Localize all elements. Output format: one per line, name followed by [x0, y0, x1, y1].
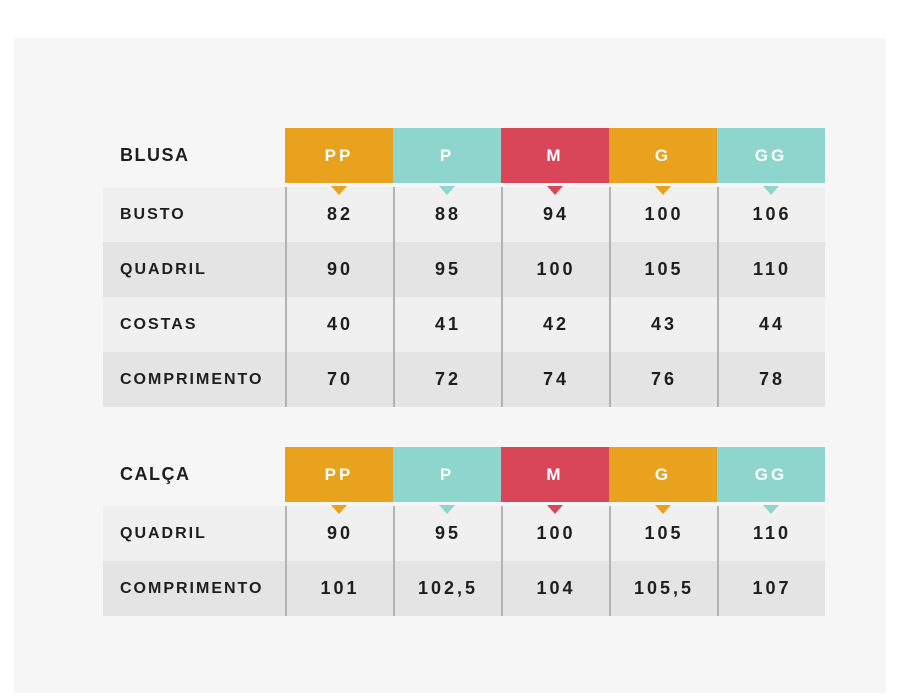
cell-value: 90 [285, 242, 393, 297]
cell-value: 88 [393, 187, 501, 242]
cell-value: 41 [393, 297, 501, 352]
cell-value: 106 [717, 187, 825, 242]
size-header-p-label: P [439, 464, 455, 484]
pointer-down-icon [763, 186, 779, 195]
cell-value: 95 [393, 242, 501, 297]
table-row-comprimento: COMPRIMENTO 101 102,5 104 105,5 107 [103, 561, 825, 616]
row-label: QUADRIL [120, 260, 207, 278]
size-tables: BLUSA PP P M G G [103, 38, 825, 616]
calca-header-row: CALÇA PP P M G G [103, 447, 825, 514]
size-header-p-label: P [439, 145, 455, 165]
size-chart-panel: BLUSA PP P M G G [14, 38, 886, 693]
size-header-g: G [609, 128, 717, 195]
size-header-gg: GG [717, 128, 825, 195]
table-row-costas: COSTAS 40 41 42 43 44 [103, 297, 825, 352]
cell-value: 94 [501, 187, 609, 242]
cell-value: 105 [609, 506, 717, 561]
cell-value: 42 [501, 297, 609, 352]
size-header-pp-label: PP [324, 464, 354, 484]
cell-value: 110 [717, 506, 825, 561]
cell-value: 104 [501, 561, 609, 616]
cell-value: 82 [285, 187, 393, 242]
cell-value: 40 [285, 297, 393, 352]
size-header-gg-label: GG [754, 145, 788, 165]
size-header-m: M [501, 447, 609, 514]
blusa-table-title: BLUSA [120, 145, 190, 165]
pointer-down-icon [331, 505, 347, 514]
size-header-g-label: G [654, 464, 672, 484]
pointer-down-icon [439, 505, 455, 514]
row-label: COSTAS [120, 315, 198, 333]
blusa-body: BUSTO 82 88 94 100 106 QUADRIL 90 95 100… [103, 187, 825, 407]
cell-value: 95 [393, 506, 501, 561]
size-header-p: P [393, 128, 501, 195]
cell-value: 43 [609, 297, 717, 352]
row-label: COMPRIMENTO [120, 370, 264, 388]
cell-value: 110 [717, 242, 825, 297]
size-header-m-label: M [546, 145, 564, 165]
size-header-g: G [609, 447, 717, 514]
row-label: COMPRIMENTO [120, 579, 264, 597]
calca-table-title-cell: CALÇA [103, 447, 285, 502]
cell-value: 105 [609, 242, 717, 297]
cell-value: 72 [393, 352, 501, 407]
size-header-pp: PP [285, 128, 393, 195]
cell-value: 100 [609, 187, 717, 242]
pointer-down-icon [331, 186, 347, 195]
table-row-quadril: QUADRIL 90 95 100 105 110 [103, 506, 825, 561]
size-header-g-label: G [654, 145, 672, 165]
calca-table-title: CALÇA [120, 464, 191, 484]
cell-value: 100 [501, 242, 609, 297]
size-header-m: M [501, 128, 609, 195]
cell-value: 90 [285, 506, 393, 561]
blusa-table-title-cell: BLUSA [103, 128, 285, 183]
cell-value: 102,5 [393, 561, 501, 616]
cell-value: 78 [717, 352, 825, 407]
row-label: BUSTO [120, 205, 186, 223]
pointer-down-icon [547, 505, 563, 514]
pointer-down-icon [547, 186, 563, 195]
cell-value: 101 [285, 561, 393, 616]
cell-value: 76 [609, 352, 717, 407]
cell-value: 105,5 [609, 561, 717, 616]
table-row-busto: BUSTO 82 88 94 100 106 [103, 187, 825, 242]
size-header-m-label: M [546, 464, 564, 484]
size-header-p: P [393, 447, 501, 514]
size-header-gg-label: GG [754, 464, 788, 484]
blusa-size-table: BLUSA PP P M G G [103, 128, 825, 407]
pointer-down-icon [655, 505, 671, 514]
size-header-gg: GG [717, 447, 825, 514]
table-row-quadril: QUADRIL 90 95 100 105 110 [103, 242, 825, 297]
cell-value: 44 [717, 297, 825, 352]
calca-size-table: CALÇA PP P M G G [103, 447, 825, 616]
cell-value: 70 [285, 352, 393, 407]
pointer-down-icon [763, 505, 779, 514]
calca-body: QUADRIL 90 95 100 105 110 COMPRIMENTO 10… [103, 506, 825, 616]
cell-value: 107 [717, 561, 825, 616]
row-label: QUADRIL [120, 524, 207, 542]
cell-value: 100 [501, 506, 609, 561]
blusa-header-row: BLUSA PP P M G G [103, 128, 825, 195]
table-row-comprimento: COMPRIMENTO 70 72 74 76 78 [103, 352, 825, 407]
pointer-down-icon [439, 186, 455, 195]
pointer-down-icon [655, 186, 671, 195]
cell-value: 74 [501, 352, 609, 407]
size-header-pp-label: PP [324, 145, 354, 165]
size-header-pp: PP [285, 447, 393, 514]
